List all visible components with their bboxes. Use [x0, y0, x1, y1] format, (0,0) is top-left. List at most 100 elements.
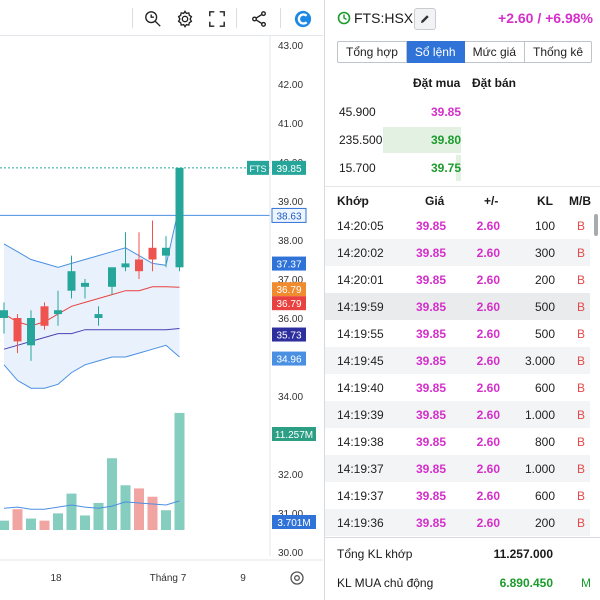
scroll-thumb[interactable] — [594, 214, 598, 236]
bid-price: 39.80 — [430, 133, 461, 147]
trade-row[interactable]: 14:20:01 39.85 2.60 200 B — [325, 266, 590, 293]
chart-panel: 43.0042.0041.0040.0039.0038.0037.0036.00… — [0, 0, 323, 600]
tab-label: Tổng hợp — [346, 45, 398, 59]
col-time-header: Khớp — [337, 194, 369, 208]
trade-row[interactable]: 14:19:36 39.85 2.60 200 B — [325, 509, 590, 536]
trade-change: 2.60 — [476, 516, 500, 530]
candle-body — [148, 247, 157, 260]
bid-volume: 235.500 — [339, 133, 383, 147]
tab-label: Sổ lệnh — [414, 45, 456, 59]
bollinger-band — [3, 204, 180, 389]
price-level-labels: FTS 39.85 38.63 37.37 36.79 36.79 35.73 34.96 11… — [247, 160, 316, 529]
level-label-box — [272, 256, 306, 271]
level-label-text: 34.96 — [276, 355, 301, 366]
price-tick-label: 36.00 — [278, 314, 303, 325]
trade-change: 2.60 — [476, 408, 500, 422]
price-tick-label: 32.00 — [278, 470, 303, 481]
trade-price: 39.85 — [416, 435, 447, 449]
trade-side: B — [577, 408, 586, 422]
trade-time: 14:19:38 — [337, 435, 384, 449]
trade-side: B — [577, 246, 586, 260]
trade-side: B — [577, 435, 586, 449]
candle-body — [13, 318, 22, 342]
tab-order-book[interactable]: Sổ lệnh — [406, 41, 465, 63]
candlesticks — [0, 167, 184, 361]
trade-volume: 3.000 — [524, 354, 555, 368]
trade-side: B — [577, 219, 586, 233]
bid-row[interactable]: 45.900 39.85 — [325, 99, 600, 125]
trade-change: 2.60 — [476, 219, 500, 233]
bid-row[interactable]: 235.500 39.80 — [325, 127, 600, 153]
trade-volume: 600 — [534, 381, 555, 395]
trades-list[interactable]: 14:20:05 39.85 2.60 100 B 14:20:02 39.85 2.60 30… — [325, 212, 600, 536]
volume-bar — [147, 496, 158, 530]
level-label-text: 3.701M — [277, 518, 310, 529]
level-label-text: 11.257M — [275, 430, 313, 441]
tab-price-levels[interactable]: Mức giá — [464, 41, 525, 63]
level-label-box — [271, 207, 307, 223]
trade-volume: 800 — [534, 435, 555, 449]
trade-volume: 1.000 — [524, 462, 555, 476]
tab-statistics[interactable]: Thống kê — [525, 41, 593, 63]
price-tick-label: 34.00 — [278, 392, 303, 403]
trade-row[interactable]: 14:19:59 39.85 2.60 500 B — [325, 293, 590, 320]
band-fill — [4, 204, 180, 389]
fullscreen-icon[interactable] — [206, 8, 228, 30]
trades-scrollbar[interactable] — [594, 214, 598, 534]
trade-side: B — [577, 462, 586, 476]
price-chart[interactable]: 43.0042.0041.0040.0039.0038.0037.0036.00… — [0, 36, 323, 600]
volume-bar — [120, 485, 131, 530]
trade-time: 14:19:37 — [337, 462, 384, 476]
price-tick-label: 30.00 — [278, 548, 303, 559]
trade-row[interactable]: 14:19:38 39.85 2.60 800 B — [325, 428, 590, 455]
trade-row[interactable]: 14:19:40 39.85 2.60 600 B — [325, 374, 590, 401]
time-axis[interactable]: 18 Tháng 7 9 — [50, 573, 246, 584]
trade-row[interactable]: 14:19:37 39.85 2.60 1.000 B — [325, 455, 590, 482]
ask-column-header: Đặt bán — [472, 76, 517, 90]
trade-price: 39.85 — [416, 354, 447, 368]
trade-change: 2.60 — [476, 435, 500, 449]
trade-row[interactable]: 14:19:37 39.85 2.60 600 B — [325, 482, 590, 509]
compare-search-icon[interactable] — [142, 8, 164, 30]
volume-bar — [39, 520, 50, 530]
toolbar-divider — [132, 8, 133, 28]
settings-gear-icon[interactable] — [174, 8, 196, 30]
total-volume-value: 11.257.000 — [493, 547, 553, 561]
volume-bar — [134, 488, 144, 530]
trade-time: 14:19:39 — [337, 408, 384, 422]
share-icon[interactable] — [248, 8, 270, 30]
trade-row[interactable]: 14:19:39 39.85 2.60 1.000 B — [325, 401, 590, 428]
chart-toolbar — [0, 0, 323, 36]
candle-body — [135, 259, 143, 272]
bid-row[interactable]: 15.700 39.75 — [325, 155, 600, 181]
order-book-panel: FTS:HSX +2.60 / +6.98% Tổng hợp Sổ lệnh … — [324, 0, 600, 600]
trade-time: 14:20:05 — [337, 219, 384, 233]
trade-row[interactable]: 14:19:45 39.85 2.60 3.000 B — [325, 347, 590, 374]
trade-row[interactable]: 14:20:02 39.85 2.60 300 B — [325, 239, 590, 266]
axis-settings-icon[interactable] — [290, 571, 304, 585]
trade-row[interactable]: 14:20:05 39.85 2.60 100 B — [325, 212, 590, 239]
ticker-symbol[interactable]: FTS:HSX — [354, 10, 414, 26]
trade-price: 39.85 — [416, 300, 447, 314]
tab-label: Mức giá — [472, 45, 516, 59]
col-volume-header: KL — [537, 194, 553, 208]
volume-bars — [0, 412, 185, 530]
trade-volume: 200 — [534, 516, 555, 530]
edit-symbol-button[interactable] — [414, 8, 436, 30]
col-price-header: Giá — [425, 194, 445, 208]
trade-change: 2.60 — [476, 246, 500, 260]
trade-volume: 200 — [534, 273, 555, 287]
candle-body — [121, 263, 130, 268]
band-upper-line — [3, 204, 180, 268]
total-volume-label: Tổng KL khớp — [337, 547, 413, 561]
trade-volume: 1.000 — [524, 408, 555, 422]
trade-volume: 500 — [534, 300, 555, 314]
trade-change: 2.60 — [476, 489, 500, 503]
price-change: +2.60 / +6.98% — [498, 10, 593, 26]
trade-volume: 600 — [534, 489, 555, 503]
trade-price: 39.85 — [416, 408, 447, 422]
tab-summary[interactable]: Tổng hợp — [337, 41, 407, 63]
trade-row[interactable]: 14:19:55 39.85 2.60 500 B — [325, 320, 590, 347]
volume-bar — [93, 502, 104, 530]
trade-volume: 100 — [534, 219, 555, 233]
